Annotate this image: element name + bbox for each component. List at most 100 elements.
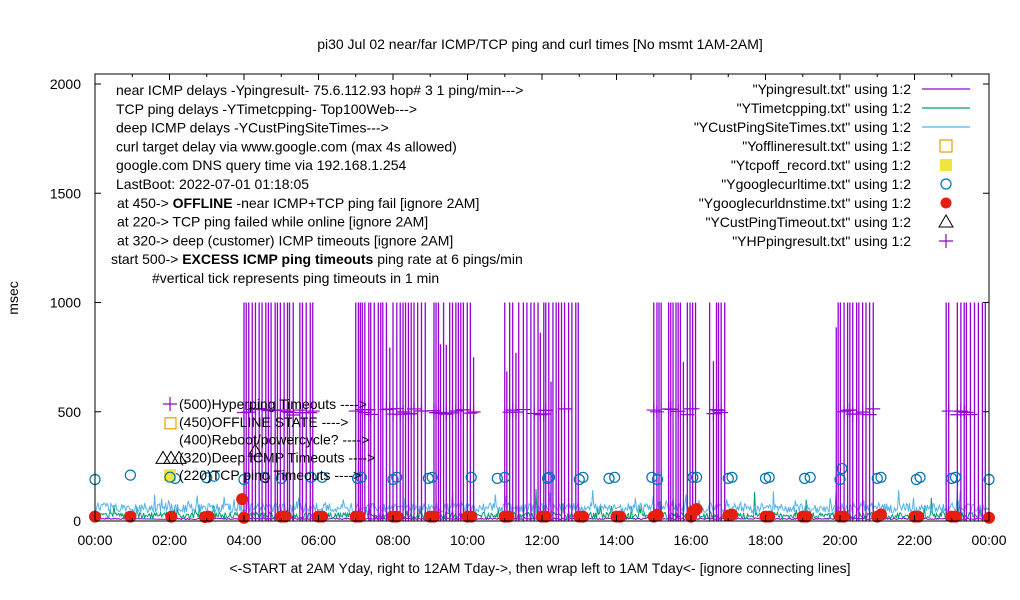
level-label: (450)OFFLINE STATE ----> (179, 414, 348, 430)
dns-time-point (124, 510, 137, 523)
dns-time-point (912, 510, 925, 523)
curl-time-point (208, 470, 220, 482)
x-tick-label: 22:00 (897, 532, 932, 548)
dns-time-point (427, 510, 440, 523)
annotation-line: TCP ping delays -YTimetcpping- Top100Web… (116, 101, 417, 117)
legend-filled-square-icon (940, 159, 952, 171)
curl-time-point (543, 471, 556, 483)
plus-marker (941, 404, 956, 419)
curl-time-point (391, 471, 403, 483)
y-axis-label: msec (5, 281, 21, 314)
annotation-line: google.com DNS query time via 192.168.1.… (116, 157, 406, 173)
curl-time-point (603, 472, 615, 484)
legend-label: "Ygooglecurldnstime.txt" using 1:2 (699, 195, 911, 211)
plus-marker (466, 405, 481, 420)
dns-time-point (465, 510, 478, 523)
legend-label: "Ypingresult.txt" using 1:2 (753, 81, 912, 97)
x-tick-label: 02:00 (152, 532, 187, 548)
series-line-2 (95, 489, 989, 515)
plus-marker (348, 404, 363, 419)
x-tick-label: 00:00 (77, 532, 112, 548)
plus-marker (557, 401, 572, 416)
annotation-bold: EXCESS ICMP ping timeouts (182, 251, 373, 267)
curl-time-point (799, 472, 811, 484)
plus-marker (282, 405, 297, 420)
dns-time-point (837, 510, 850, 523)
level-label: (500)Hyperping Timeouts ----> (179, 396, 367, 412)
plus-marker (711, 403, 726, 418)
legend-label: "Ytcpoff_record.txt" using 1:2 (731, 157, 911, 173)
curl-time-point (834, 473, 846, 486)
y-tick-label: 0 (73, 513, 81, 529)
plus-marker (536, 407, 551, 422)
dns-time-point (690, 502, 703, 515)
plus-marker (685, 401, 700, 416)
legend-triangle-icon (938, 214, 954, 228)
plus-marker (855, 405, 870, 420)
axes-layer: 0 500 1000 1500 2000 00:00 02:00 04:00 06:00 08:0… (50, 73, 1007, 548)
dns-time-point (353, 510, 366, 523)
curl-time-point (426, 471, 438, 483)
circle-icon (164, 471, 176, 483)
x-tick-label: 12:00 (524, 532, 559, 548)
plus-marker (280, 404, 295, 419)
curl-time-point (910, 473, 922, 486)
curl-time-point (491, 472, 503, 484)
plus-marker (396, 404, 411, 419)
plus-marker (649, 404, 664, 419)
dns-time-point (576, 510, 589, 523)
legend-label: "YCustPingSiteTimes.txt" using 1:2 (694, 119, 911, 135)
curl-time-point (914, 471, 926, 483)
plus-marker (407, 401, 422, 416)
curl-time-point (949, 471, 962, 483)
plus-marker (258, 402, 273, 417)
triangle-icon (171, 450, 187, 464)
level-label: (220)TCP ping Timeouts ----> (179, 467, 361, 483)
legend-label: "YHPpingresult.txt" using 1:2 (732, 233, 911, 249)
legend-open-circle-icon (940, 178, 952, 190)
plus-marker (456, 402, 471, 417)
x-tick-label: 04:00 (226, 532, 261, 548)
x-tick-label: 20:00 (822, 532, 857, 548)
curl-time-point (690, 471, 703, 483)
plus-marker (363, 407, 378, 422)
dns-time-point (390, 510, 403, 523)
y-tick-label: 1500 (50, 185, 81, 201)
plus-icon (163, 397, 177, 411)
y-tick-label: 2000 (50, 76, 81, 92)
plus-marker (431, 405, 446, 420)
plus-marker (963, 407, 978, 422)
y-tick-label: 500 (58, 404, 82, 420)
dns-time-point (316, 510, 329, 523)
dns-time-point (614, 510, 627, 523)
plus-marker (389, 401, 404, 416)
plus-marker (445, 405, 460, 420)
plus-marker (439, 407, 454, 422)
plus-marker (463, 406, 478, 421)
level-labels-layer: (500)Hyperping Timeouts ----> (450)OFFLIN… (155, 396, 375, 483)
dns-time-point (202, 510, 215, 523)
curl-time-point (275, 472, 287, 484)
plus-marker (305, 404, 320, 419)
annotation-pre: at 450-> (117, 195, 173, 211)
dns-time-point (949, 510, 962, 523)
x-tick-label: 10:00 (450, 532, 485, 548)
dns-time-point (763, 510, 776, 523)
plus-marker (516, 402, 531, 417)
plus-marker (433, 406, 448, 421)
dns-time-point (800, 510, 813, 523)
chart-title: pi30 Jul 02 near/far ICMP/TCP ping and c… (317, 36, 763, 52)
x-tick-label: 00:00 (971, 532, 1006, 548)
curl-time-point (577, 471, 589, 483)
curl-time-point (763, 471, 775, 483)
curl-time-point (238, 473, 250, 486)
dns-time-point (502, 510, 515, 523)
dns-time-point (165, 510, 178, 523)
x-tick-label: 06:00 (301, 532, 336, 548)
curl-time-point (651, 473, 664, 486)
plus-marker (866, 401, 881, 416)
triangle-icon (155, 450, 171, 464)
curl-time-point (687, 471, 699, 483)
plus-marker (277, 403, 292, 418)
curl-time-point (355, 471, 367, 483)
